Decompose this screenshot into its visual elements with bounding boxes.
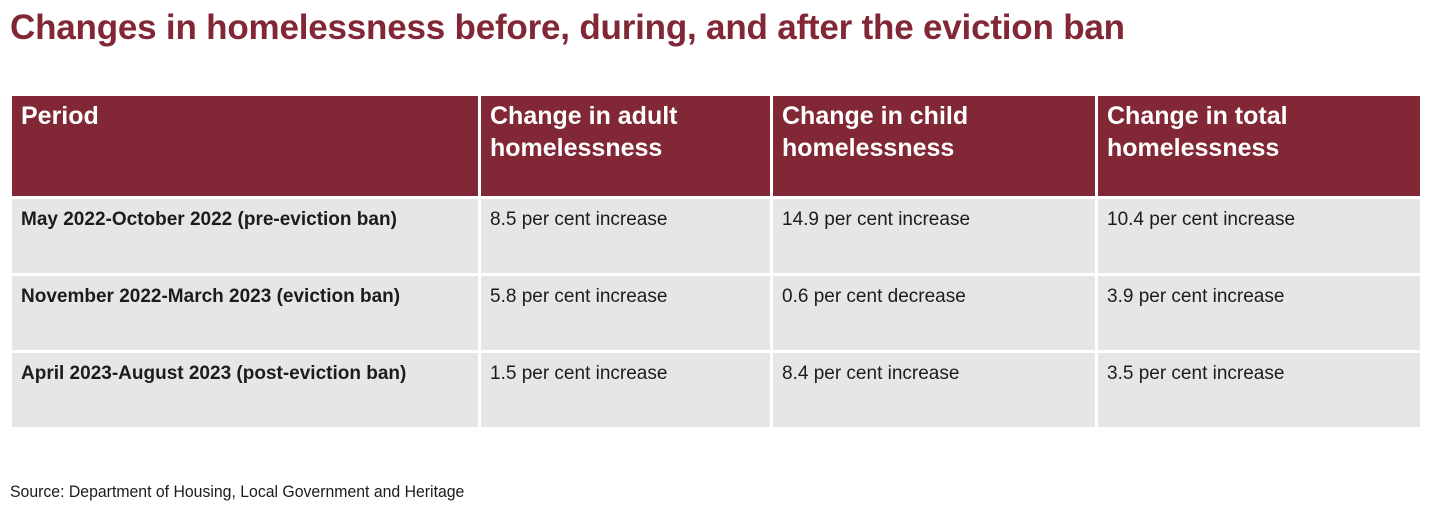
table-row: November 2022-March 2023 (eviction ban) … bbox=[12, 276, 1420, 353]
total-change-cell: 3.5 per cent increase bbox=[1098, 353, 1420, 427]
homelessness-table: Period Change in adult homelessness Chan… bbox=[12, 96, 1420, 427]
column-header-child: Change in child homelessness bbox=[773, 96, 1098, 199]
adult-change-cell: 1.5 per cent increase bbox=[481, 353, 773, 427]
table-header-row: Period Change in adult homelessness Chan… bbox=[12, 96, 1420, 199]
period-cell: November 2022-March 2023 (eviction ban) bbox=[12, 276, 481, 353]
total-change-cell: 3.9 per cent increase bbox=[1098, 276, 1420, 353]
column-header-total: Change in total homelessness bbox=[1098, 96, 1420, 199]
period-cell: April 2023-August 2023 (post-eviction ba… bbox=[12, 353, 481, 427]
child-change-cell: 14.9 per cent increase bbox=[773, 199, 1098, 276]
total-change-cell: 10.4 per cent increase bbox=[1098, 199, 1420, 276]
child-change-cell: 8.4 per cent increase bbox=[773, 353, 1098, 427]
column-header-adult: Change in adult homelessness bbox=[481, 96, 773, 199]
chart-title: Changes in homelessness before, during, … bbox=[10, 8, 1125, 47]
table-row: April 2023-August 2023 (post-eviction ba… bbox=[12, 353, 1420, 427]
child-change-cell: 0.6 per cent decrease bbox=[773, 276, 1098, 353]
table-row: May 2022-October 2022 (pre-eviction ban)… bbox=[12, 199, 1420, 276]
adult-change-cell: 8.5 per cent increase bbox=[481, 199, 773, 276]
adult-change-cell: 5.8 per cent increase bbox=[481, 276, 773, 353]
period-cell: May 2022-October 2022 (pre-eviction ban) bbox=[12, 199, 481, 276]
source-note: Source: Department of Housing, Local Gov… bbox=[10, 482, 465, 501]
column-header-period: Period bbox=[12, 96, 481, 199]
